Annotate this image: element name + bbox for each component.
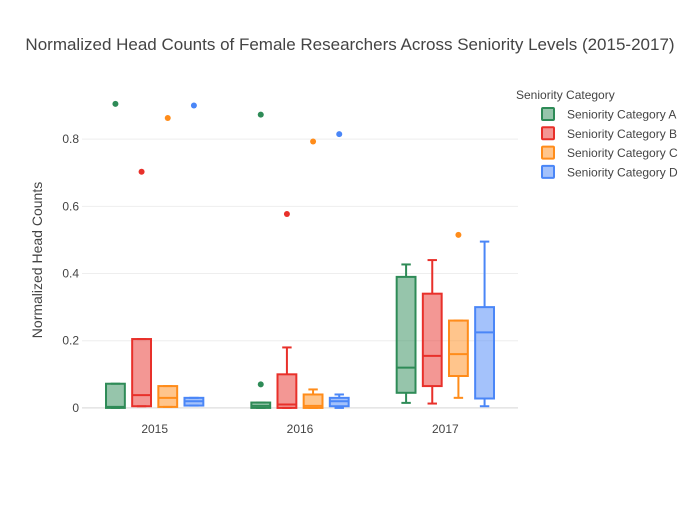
- legend-item[interactable]: Seniority Category C: [541, 145, 678, 160]
- legend-item[interactable]: Seniority Category D: [541, 164, 678, 179]
- box-iqr: [276, 373, 298, 409]
- box-iqr: [421, 292, 443, 388]
- outlier-point: [112, 100, 119, 107]
- legend-swatch: [541, 126, 555, 141]
- box-iqr: [302, 393, 324, 409]
- legend-label: Seniority Category A: [567, 108, 676, 122]
- outlier-point: [164, 114, 171, 121]
- box: [447, 231, 469, 399]
- box: [421, 259, 443, 405]
- series-group: [105, 100, 417, 409]
- series-group: [183, 102, 495, 409]
- box: [105, 100, 126, 409]
- legend-swatch: [541, 107, 555, 121]
- y-tick-label: 0.8: [62, 132, 79, 146]
- legend-label: Seniority Category C: [567, 146, 678, 160]
- legend-swatch: [541, 145, 555, 160]
- x-tick-label: 2016: [287, 422, 314, 436]
- legend[interactable]: Seniority Category A Seniority Category B…: [541, 107, 678, 180]
- y-tick-label: 0.4: [62, 267, 79, 281]
- outlier-point: [310, 138, 317, 145]
- box: [302, 138, 324, 409]
- outlier-point: [455, 231, 462, 238]
- series-group: [157, 114, 469, 409]
- outlier-point: [138, 168, 145, 175]
- x-tick-label: 2015: [141, 422, 168, 436]
- box-iqr: [157, 385, 179, 408]
- legend-swatch: [541, 164, 555, 179]
- box: [395, 263, 417, 404]
- outlier-point: [257, 111, 264, 118]
- box: [183, 102, 205, 407]
- legend-title: Seniority Category: [516, 88, 615, 102]
- legend-label: Seniority Category B: [567, 127, 677, 141]
- outlier-point: [336, 131, 343, 138]
- box-iqr: [474, 306, 495, 400]
- gridlines: [82, 138, 518, 409]
- legend-item[interactable]: Seniority Category B: [541, 126, 677, 141]
- box: [474, 240, 495, 408]
- box-iqr: [105, 382, 126, 409]
- outlier-point: [190, 102, 197, 109]
- box: [276, 211, 298, 409]
- outlier-point: [283, 211, 290, 218]
- legend-label: Seniority Category D: [567, 165, 678, 179]
- y-tick-label: 0.6: [62, 199, 79, 213]
- box-iqr: [395, 275, 417, 394]
- box-iqr: [447, 319, 469, 377]
- legend-item[interactable]: Seniority Category A: [541, 107, 676, 122]
- x-tick-label: 2017: [432, 422, 459, 436]
- chart-title: Normalized Head Counts of Female Researc…: [25, 35, 674, 54]
- box: [157, 114, 179, 408]
- box: [131, 168, 153, 408]
- y-axis-ticks: 0 0.2 0.4 0.6 0.8: [62, 132, 79, 415]
- y-tick-label: 0: [72, 401, 79, 415]
- box: [250, 111, 272, 409]
- series-group: [131, 168, 443, 409]
- outlier-point: [257, 381, 264, 388]
- box-iqr: [131, 338, 153, 408]
- box: [328, 131, 350, 409]
- x-axis-ticks: 2015 2016 2017: [141, 422, 459, 436]
- y-tick-label: 0.2: [62, 334, 79, 348]
- box-series: [105, 100, 495, 409]
- y-axis-label: Normalized Head Counts: [29, 182, 45, 338]
